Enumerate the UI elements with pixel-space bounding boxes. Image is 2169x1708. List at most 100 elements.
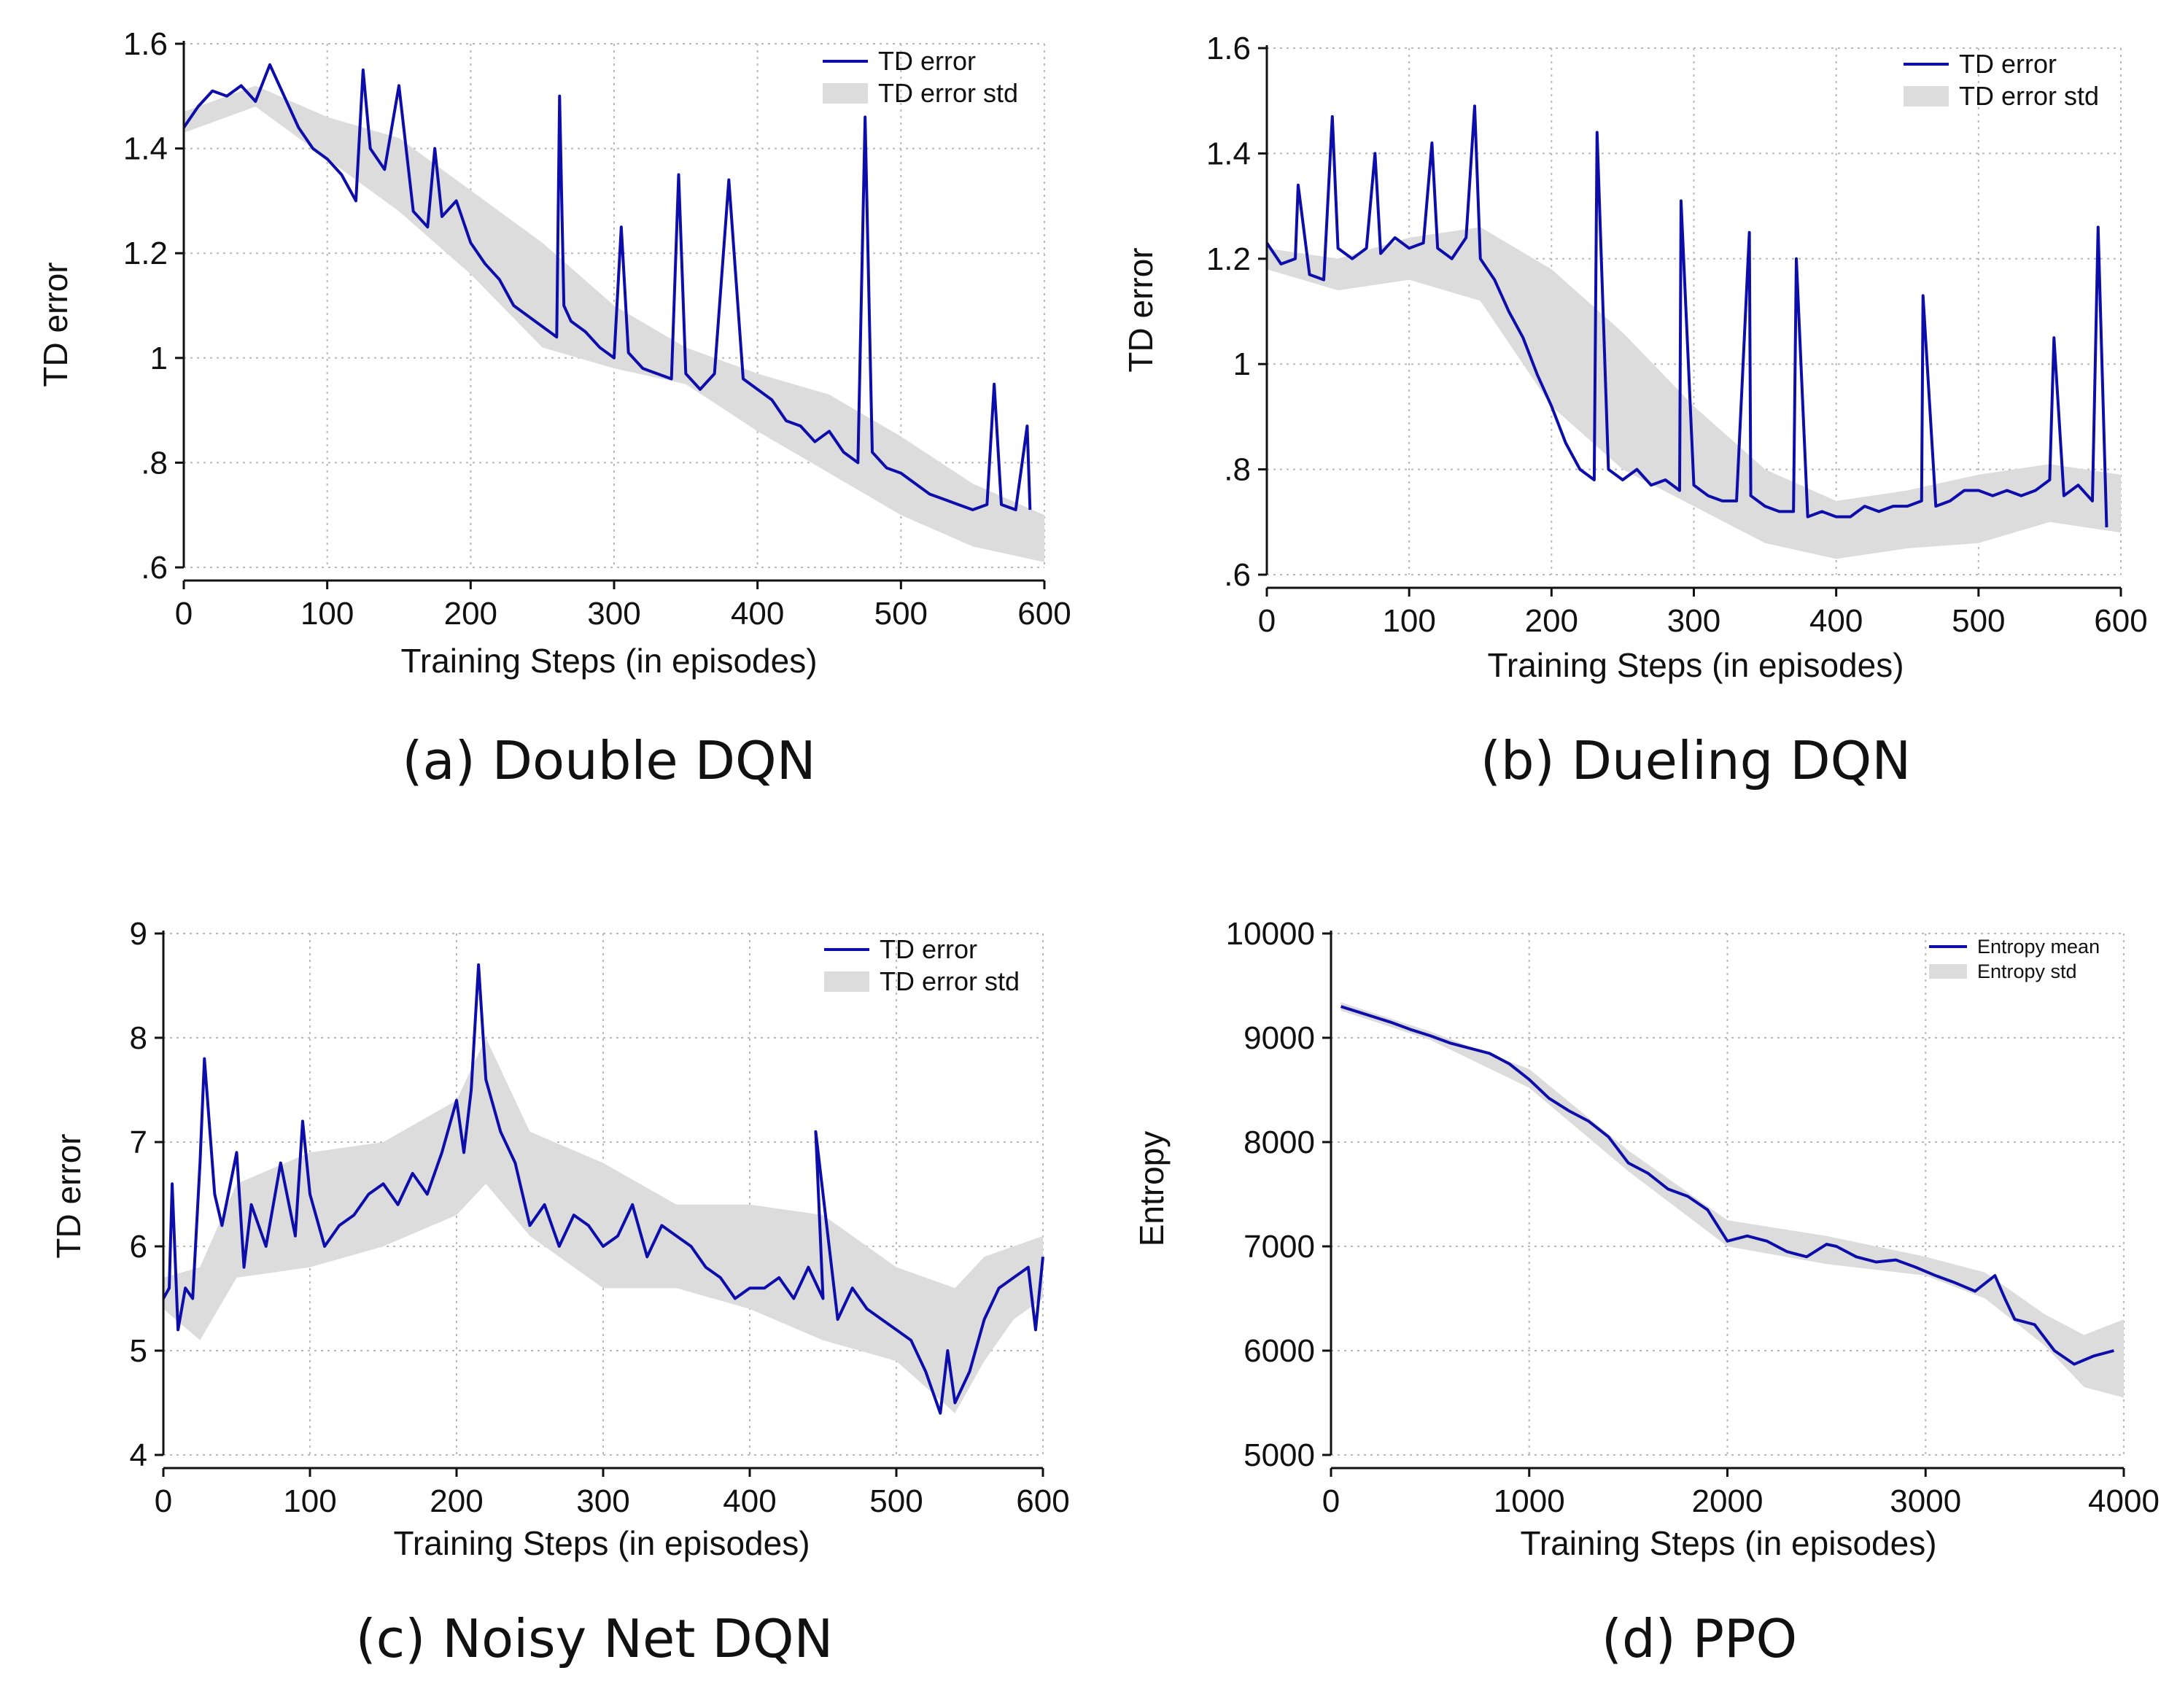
legend-band-swatch <box>824 971 869 992</box>
x-tick-label: 0 <box>155 1483 172 1519</box>
y-tick-label: .6 <box>1224 557 1251 593</box>
x-tick-label: 400 <box>731 596 784 632</box>
y-axis-title-d: Entropy <box>1133 1131 1171 1247</box>
y-tick-label: 5 <box>130 1333 147 1369</box>
std-band <box>1340 1002 2124 1398</box>
y-tick-label: 1 <box>1233 346 1251 382</box>
legend-label-std: TD error std <box>878 78 1018 108</box>
td-line-layer-a <box>182 63 1032 512</box>
x-tick-label: 600 <box>1016 1483 1069 1519</box>
y-axis-title-a: TD error <box>36 262 74 387</box>
y-tick-label: 9000 <box>1243 1020 1315 1056</box>
x-tick-label: 100 <box>283 1483 336 1519</box>
legend-band-swatch <box>823 83 868 104</box>
std-band <box>184 85 1044 562</box>
y-tick-label: 4 <box>130 1437 147 1473</box>
mean-series-line <box>1265 104 2108 528</box>
y-tick-label: .6 <box>141 550 168 586</box>
y-tick-label: 7 <box>130 1125 147 1160</box>
panel-noisy-net-dqn: 4 5 6 7 8 9 0 100 200 300 400 500 600 Training Steps… <box>50 916 1070 1669</box>
axes-a: .6 .8 1 1.2 1.4 1.6 0 100 200 300 400 500 600 <box>123 26 1071 632</box>
x-tick-label: 0 <box>1322 1483 1340 1519</box>
legend-label-std: TD error std <box>1959 81 2099 111</box>
std-band-layer-b <box>1267 227 2121 559</box>
y-tick-label: 6000 <box>1243 1333 1315 1369</box>
legend-label-std: TD error std <box>880 966 1020 996</box>
caption-b: (b) Dueling DQN <box>1481 730 1911 791</box>
y-tick-label: .8 <box>1224 452 1251 488</box>
panel-double-dqn: .6 .8 1 1.2 1.4 1.6 0 100 200 300 400 500 600 Traini… <box>36 26 1071 791</box>
legend-band-swatch <box>1904 86 1949 106</box>
std-band-layer-a <box>184 85 1044 562</box>
y-tick-label: 1.6 <box>1206 31 1251 66</box>
axes-c: 4 5 6 7 8 9 0 100 200 300 400 500 600 <box>130 916 1070 1519</box>
x-tick-label: 500 <box>874 596 928 632</box>
x-axis-title-c: Training Steps (in episodes) <box>393 1524 810 1562</box>
x-tick-label: 4000 <box>2088 1483 2160 1519</box>
x-tick-label: 200 <box>444 596 497 632</box>
std-band <box>163 1038 1043 1413</box>
legend-label-mean: TD error <box>1959 49 2057 79</box>
x-tick-label: 100 <box>1382 603 1435 639</box>
x-tick-label: 300 <box>1667 603 1720 639</box>
entropy-line-layer-d <box>1340 1005 2114 1366</box>
legend-label-mean: Entropy mean <box>1977 936 2100 958</box>
td-line-layer-c <box>162 963 1044 1415</box>
caption-c: (c) Noisy Net DQN <box>356 1608 834 1669</box>
y-tick-label: 5000 <box>1243 1437 1315 1473</box>
caption-a: (a) Double DQN <box>402 730 815 791</box>
y-tick-label: 8000 <box>1243 1125 1315 1160</box>
mean-series-line <box>162 963 1044 1415</box>
y-tick-label: 1.4 <box>123 131 168 167</box>
y-tick-label: 6 <box>130 1229 147 1265</box>
y-tick-label: 10000 <box>1226 916 1315 952</box>
grid-d <box>1330 933 2125 1456</box>
td-line-layer-b <box>1265 104 2108 528</box>
legend-band-swatch <box>1929 964 1967 979</box>
legend-label-mean: TD error <box>880 934 977 964</box>
mean-series-line <box>182 63 1032 512</box>
x-tick-label: 0 <box>1258 603 1276 639</box>
x-tick-label: 600 <box>2094 603 2147 639</box>
y-tick-label: 1.4 <box>1206 136 1251 171</box>
caption-d: (d) PPO <box>1602 1608 1797 1669</box>
x-tick-label: 0 <box>175 596 193 632</box>
x-tick-label: 400 <box>723 1483 776 1519</box>
x-tick-label: 500 <box>869 1483 923 1519</box>
x-tick-label: 2000 <box>1692 1483 1763 1519</box>
x-tick-label: 1000 <box>1494 1483 1565 1519</box>
y-tick-label: 1 <box>150 341 168 376</box>
x-axis-title-b: Training Steps (in episodes) <box>1487 646 1904 684</box>
x-tick-label: 300 <box>587 596 640 632</box>
x-tick-label: 200 <box>430 1483 483 1519</box>
x-tick-label: 3000 <box>1890 1483 1961 1519</box>
y-tick-label: 1.2 <box>123 236 168 271</box>
x-axis-title-d: Training Steps (in episodes) <box>1520 1524 1936 1562</box>
mean-series-line <box>1340 1005 2114 1366</box>
y-tick-label: 9 <box>130 916 147 952</box>
y-axis-title-b: TD error <box>1122 247 1160 372</box>
y-tick-label: 7000 <box>1243 1229 1315 1265</box>
std-band-layer-d <box>1340 1002 2124 1398</box>
std-band-layer-c <box>163 1038 1043 1413</box>
x-tick-label: 300 <box>576 1483 629 1519</box>
y-tick-label: 1.6 <box>123 26 168 62</box>
y-axis-title-c: TD error <box>50 1133 88 1258</box>
axes-d: 5000 6000 7000 8000 9000 10000 0 1000 2000 3000 40… <box>1226 916 2160 1519</box>
std-band <box>1267 227 2121 559</box>
legend-label-std: Entropy std <box>1977 960 2077 982</box>
x-tick-label: 100 <box>300 596 354 632</box>
panel-dueling-dqn: .6 .8 1 1.2 1.4 1.6 0 100 200 300 400 500 600 Traini… <box>1122 31 2148 791</box>
x-tick-label: 200 <box>1525 603 1578 639</box>
y-tick-label: .8 <box>141 445 168 481</box>
y-tick-label: 1.2 <box>1206 241 1251 277</box>
axes-b: .6 .8 1 1.2 1.4 1.6 0 100 200 300 400 500 600 <box>1206 31 2148 639</box>
x-tick-label: 600 <box>1017 596 1071 632</box>
legend-label-mean: TD error <box>878 46 976 76</box>
x-tick-label: 500 <box>1952 603 2005 639</box>
y-tick-label: 8 <box>130 1020 147 1056</box>
